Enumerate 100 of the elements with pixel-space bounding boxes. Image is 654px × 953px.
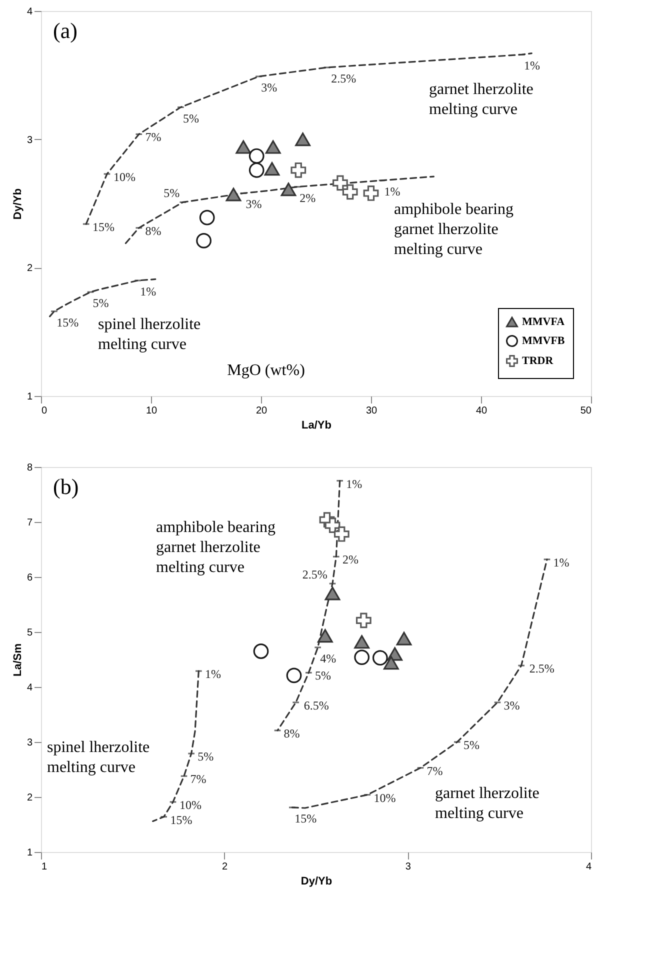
y-tick-label: 3	[26, 738, 33, 748]
annotation: 3%	[246, 197, 262, 212]
annotation: 5%	[198, 750, 214, 764]
point	[334, 526, 350, 542]
point	[354, 635, 370, 649]
annotation: 8%	[284, 726, 300, 740]
annotation: 2.5%	[529, 662, 554, 676]
annotation: 7%	[426, 764, 443, 778]
annotation: 3%	[504, 698, 520, 712]
point	[332, 175, 348, 191]
y-tick-label: 1	[26, 848, 33, 858]
x-tick-label: 2	[222, 862, 228, 872]
annotation: 7%	[190, 772, 206, 786]
point	[236, 140, 252, 154]
point	[342, 184, 358, 200]
annotation: 10%	[374, 790, 396, 805]
y-tick-label: 3	[26, 134, 33, 146]
y-tick-label: 4	[26, 682, 33, 694]
line-series	[276, 480, 341, 732]
point	[265, 140, 281, 154]
x-tick-label: 20	[256, 406, 268, 416]
y-tick-label: 7	[26, 518, 33, 528]
point	[324, 586, 340, 600]
y-tick-label: 1	[26, 392, 33, 402]
annotation: 1%	[384, 184, 400, 198]
x-tick-label: 0	[42, 406, 48, 416]
annotation: 15%	[92, 220, 115, 234]
annotation: 2.5%	[331, 71, 356, 86]
annotation: 8%	[145, 224, 162, 238]
x-tick-label: 10	[146, 406, 158, 416]
annotation: amphibole bearing garnet lherzolite melting curve	[394, 201, 514, 258]
point	[280, 182, 296, 196]
y-axis-title: La/Sm	[12, 643, 24, 677]
y-tick-label: 2	[26, 792, 33, 804]
line-series	[49, 278, 156, 318]
point	[354, 650, 370, 665]
x-tick-label: 4	[586, 862, 592, 872]
annotation: 5%	[314, 668, 331, 683]
annotation: 15%	[170, 812, 192, 827]
x-tick-label: 40	[476, 406, 488, 416]
point	[286, 668, 302, 684]
x-tick-label: 50	[580, 406, 592, 416]
point	[199, 210, 215, 226]
annotation: garnet lherzolite melting curve	[435, 785, 540, 822]
point	[290, 162, 306, 178]
y-axis-title: Dy/Yb	[12, 188, 24, 220]
annotation: 10%	[113, 170, 136, 184]
annotation: spinel lherzolite melting curve	[47, 739, 150, 776]
annotation: 5%	[463, 738, 480, 752]
annotation: 1%	[140, 284, 156, 298]
point	[253, 644, 269, 659]
annotation: 2.5%	[302, 568, 328, 582]
annotation: garnet lherzolite melting curve	[429, 81, 534, 118]
annotation: spinel lherzolite melting curve	[98, 316, 201, 353]
point	[396, 632, 412, 646]
annotation: 1%	[524, 58, 540, 73]
annotation: 4%	[320, 651, 336, 666]
annotation: 10%	[179, 798, 202, 812]
point	[356, 612, 372, 628]
x-axis-title: La/Yb	[302, 420, 332, 432]
annotation: 1%	[553, 555, 570, 570]
annotation: 7%	[145, 130, 162, 144]
annotation: 5%	[164, 186, 180, 200]
annotation: MgO (wt%)	[227, 362, 305, 379]
point	[226, 188, 242, 202]
point	[196, 233, 212, 248]
x-axis-title: Dy/Yb	[300, 876, 332, 888]
legend-label: MMVFB	[522, 335, 566, 347]
y-tick-label: 8	[26, 462, 33, 474]
point	[248, 162, 264, 178]
annotation: 5%	[92, 296, 109, 310]
annotation: 1%	[204, 667, 221, 682]
x-tick-label: 30	[366, 406, 378, 416]
annotation: (b)	[53, 474, 79, 499]
annotation: 2%	[300, 190, 316, 205]
y-tick-label: 4	[26, 6, 33, 18]
legend-label: MMVFA	[522, 316, 565, 328]
annotation: 6.5%	[304, 698, 329, 712]
point	[324, 518, 340, 533]
annotation: 3%	[261, 80, 278, 94]
annotation: 5%	[183, 111, 199, 126]
annotation: amphibole bearing garnet lherzolite melting curve	[156, 519, 276, 576]
annotation: (a)	[53, 18, 78, 43]
point	[248, 148, 264, 164]
annotation: 1%	[346, 476, 362, 491]
y-tick-label: 2	[26, 263, 33, 274]
annotation: 2%	[342, 552, 358, 567]
point	[383, 656, 399, 670]
annotation: 15%	[294, 811, 317, 826]
point	[264, 162, 280, 176]
y-tick-label: 5	[26, 628, 33, 638]
legend-label: TRDR	[522, 355, 554, 367]
point	[363, 186, 379, 201]
point	[372, 650, 388, 666]
point	[295, 132, 310, 146]
x-tick-label: 3	[405, 862, 412, 872]
x-tick-label: 1	[42, 862, 48, 872]
point	[317, 629, 333, 643]
annotation: 15%	[56, 315, 79, 330]
y-tick-label: 6	[26, 572, 33, 584]
